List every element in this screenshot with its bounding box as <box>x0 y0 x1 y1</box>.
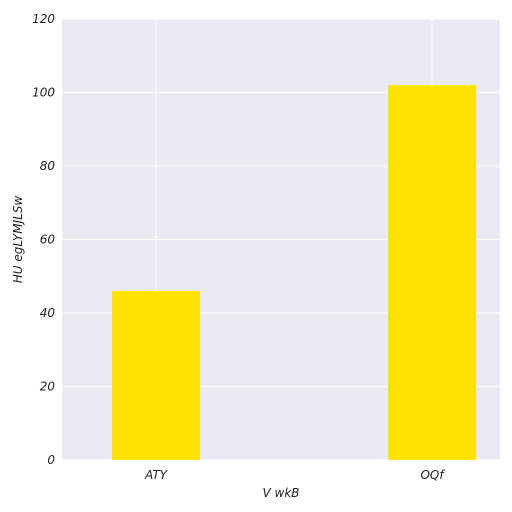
y-tick-label: 20 <box>40 380 56 394</box>
x-tick-labels: ATY OQf <box>144 468 445 482</box>
bars <box>112 85 476 461</box>
bar-oqf <box>388 85 476 461</box>
y-tick-label: 0 <box>47 453 55 467</box>
x-tick-label: OQf <box>420 468 445 482</box>
bar-aty <box>112 290 200 460</box>
x-tick-label: ATY <box>144 468 169 482</box>
y-axis-label: HU egLYMJLSw <box>11 196 25 284</box>
y-tick-label: 120 <box>32 12 55 26</box>
y-tick-labels: 0 20 40 60 80 100 120 <box>32 12 55 467</box>
x-axis-label: V wkB <box>262 486 299 500</box>
y-tick-label: 40 <box>40 306 56 320</box>
y-tick-label: 80 <box>40 159 56 173</box>
y-tick-label: 60 <box>40 233 56 247</box>
y-tick-label: 100 <box>32 86 55 100</box>
